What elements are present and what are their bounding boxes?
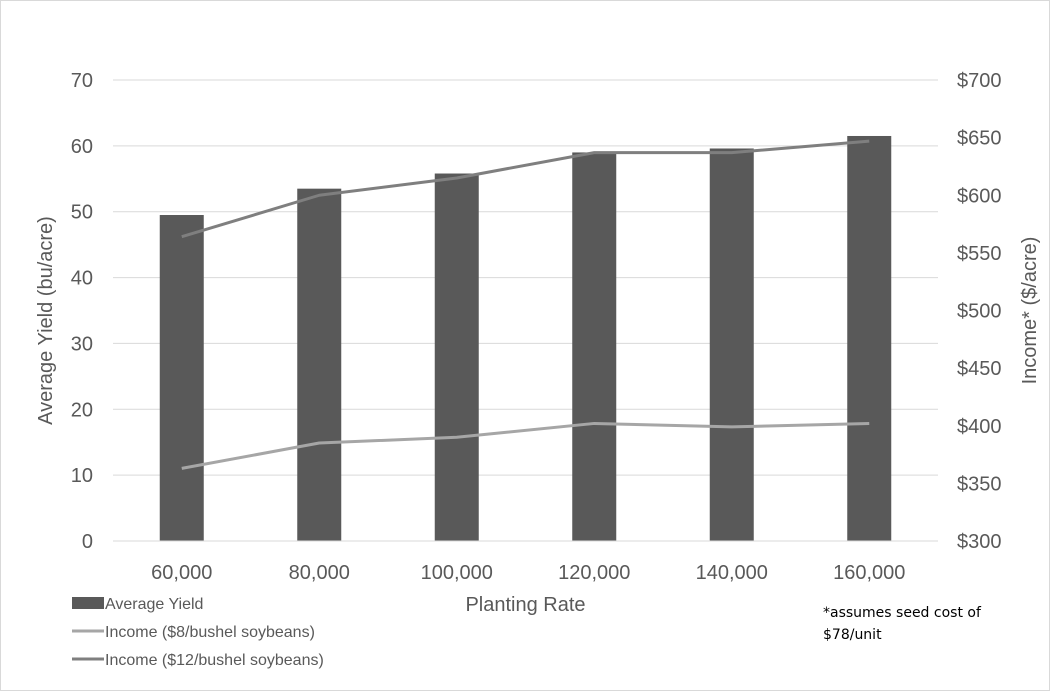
bar (434, 173, 479, 541)
y2-tick-label: $350 (957, 473, 1002, 495)
y-tick-label: 0 (82, 531, 93, 553)
footnote: *assumes seed cost of $78/unit (823, 602, 1023, 646)
bar (572, 152, 617, 541)
x-axis-ticks: 60,000 80,000 100,000 120,000 140,000 160,000 (151, 562, 905, 584)
x-axis-title: Planting Rate (465, 594, 585, 616)
legend-label: Income ($12/bushel soybeans) (105, 652, 324, 669)
x-tick-label: 80,000 (289, 562, 350, 584)
y2-tick-label: $700 (957, 70, 1002, 92)
y2-tick-label: $300 (957, 531, 1002, 553)
y2-tick-label: $550 (957, 243, 1002, 265)
footnote-line-1: *assumes seed cost of (823, 605, 981, 621)
x-tick-label: 140,000 (696, 562, 768, 584)
x-tick-label: 160,000 (833, 562, 905, 584)
bar (847, 135, 892, 541)
bar-series (159, 135, 892, 541)
y-tick-label: 30 (71, 333, 93, 355)
left-axis-ticks: 0 10 20 30 40 50 60 70 (71, 70, 93, 553)
x-tick-label: 120,000 (558, 562, 630, 584)
gridlines (113, 79, 938, 476)
y-tick-label: 60 (71, 136, 93, 158)
y2-tick-label: $400 (957, 416, 1002, 438)
right-axis-ticks: $300 $350 $400 $450 $500 $550 $600 $650 $700 (957, 70, 1002, 553)
bar (159, 215, 204, 541)
legend: Average Yield Income ($8/bushel soybeans)… (72, 596, 324, 669)
legend-label: Income ($8/bushel soybeans) (105, 624, 315, 641)
bar (709, 148, 754, 541)
y-tick-label: 70 (71, 70, 93, 92)
y-tick-label: 20 (71, 399, 93, 421)
income-line-2 (181, 139, 870, 239)
bar (297, 188, 342, 541)
legend-swatch-bar (72, 597, 104, 609)
y-axis-title: Average Yield (bu/acre) (35, 216, 57, 425)
y-tick-label: 50 (71, 202, 93, 224)
y2-tick-label: $450 (957, 358, 1002, 380)
y2-tick-label: $600 (957, 185, 1002, 207)
x-tick-label: 60,000 (151, 562, 212, 584)
x-tick-label: 100,000 (421, 562, 493, 584)
line-series (181, 139, 870, 470)
y2-tick-label: $500 (957, 301, 1002, 323)
income-line-1 (181, 421, 870, 470)
footnote-line-2: $78/unit (823, 627, 882, 643)
y-tick-label: 40 (71, 268, 93, 290)
y2-axis-title: Income* ($/acre) (1019, 237, 1041, 385)
y-tick-label: 10 (71, 465, 93, 487)
legend-label: Average Yield (105, 596, 203, 613)
y2-tick-label: $650 (957, 128, 1002, 150)
